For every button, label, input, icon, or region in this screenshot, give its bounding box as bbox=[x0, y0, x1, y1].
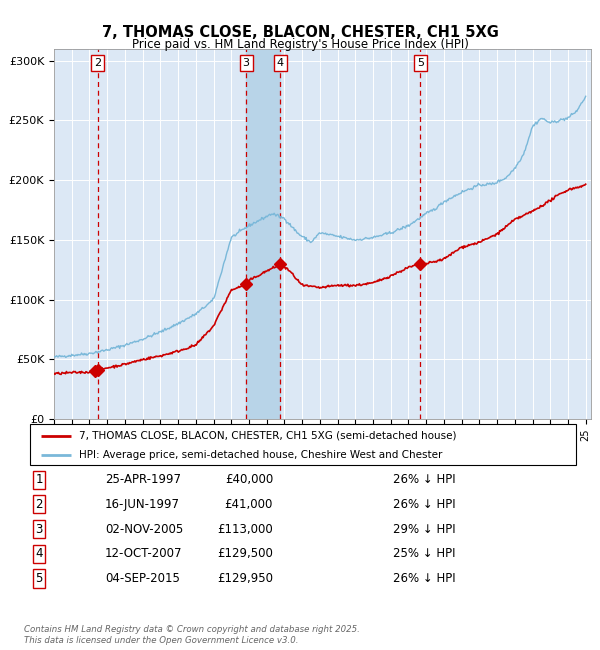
Text: HPI: Average price, semi-detached house, Cheshire West and Chester: HPI: Average price, semi-detached house,… bbox=[79, 450, 443, 460]
Text: 04-SEP-2015: 04-SEP-2015 bbox=[105, 572, 180, 585]
Text: 2: 2 bbox=[35, 498, 43, 511]
Text: 25-APR-1997: 25-APR-1997 bbox=[105, 473, 181, 486]
Text: 4: 4 bbox=[35, 547, 43, 560]
Text: 02-NOV-2005: 02-NOV-2005 bbox=[105, 523, 183, 536]
Text: £113,000: £113,000 bbox=[217, 523, 273, 536]
Text: Price paid vs. HM Land Registry's House Price Index (HPI): Price paid vs. HM Land Registry's House … bbox=[131, 38, 469, 51]
Text: 12-OCT-2007: 12-OCT-2007 bbox=[105, 547, 182, 560]
Text: 26% ↓ HPI: 26% ↓ HPI bbox=[393, 498, 455, 511]
Text: 3: 3 bbox=[35, 523, 43, 536]
Text: £129,500: £129,500 bbox=[217, 547, 273, 560]
Text: 25% ↓ HPI: 25% ↓ HPI bbox=[393, 547, 455, 560]
Text: £41,000: £41,000 bbox=[224, 498, 273, 511]
Text: £40,000: £40,000 bbox=[225, 473, 273, 486]
Text: 29% ↓ HPI: 29% ↓ HPI bbox=[393, 523, 455, 536]
Text: 4: 4 bbox=[277, 58, 284, 68]
Text: 5: 5 bbox=[417, 58, 424, 68]
Text: £129,950: £129,950 bbox=[217, 572, 273, 585]
Text: 26% ↓ HPI: 26% ↓ HPI bbox=[393, 572, 455, 585]
Text: 26% ↓ HPI: 26% ↓ HPI bbox=[393, 473, 455, 486]
Text: 16-JUN-1997: 16-JUN-1997 bbox=[105, 498, 180, 511]
Text: 2: 2 bbox=[94, 58, 101, 68]
Text: 3: 3 bbox=[242, 58, 250, 68]
Text: Contains HM Land Registry data © Crown copyright and database right 2025.
This d: Contains HM Land Registry data © Crown c… bbox=[24, 625, 360, 645]
Text: 7, THOMAS CLOSE, BLACON, CHESTER, CH1 5XG: 7, THOMAS CLOSE, BLACON, CHESTER, CH1 5X… bbox=[101, 25, 499, 40]
Bar bbox=[246, 49, 280, 419]
Text: 5: 5 bbox=[35, 572, 43, 585]
Text: 1: 1 bbox=[35, 473, 43, 486]
Text: 7, THOMAS CLOSE, BLACON, CHESTER, CH1 5XG (semi-detached house): 7, THOMAS CLOSE, BLACON, CHESTER, CH1 5X… bbox=[79, 431, 457, 441]
